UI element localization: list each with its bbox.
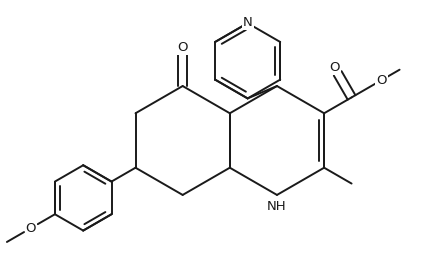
Text: O: O xyxy=(177,41,188,54)
Text: N: N xyxy=(243,16,253,29)
Text: O: O xyxy=(329,61,340,74)
Text: O: O xyxy=(377,74,387,86)
Text: NH: NH xyxy=(267,200,287,213)
Text: O: O xyxy=(26,222,36,235)
